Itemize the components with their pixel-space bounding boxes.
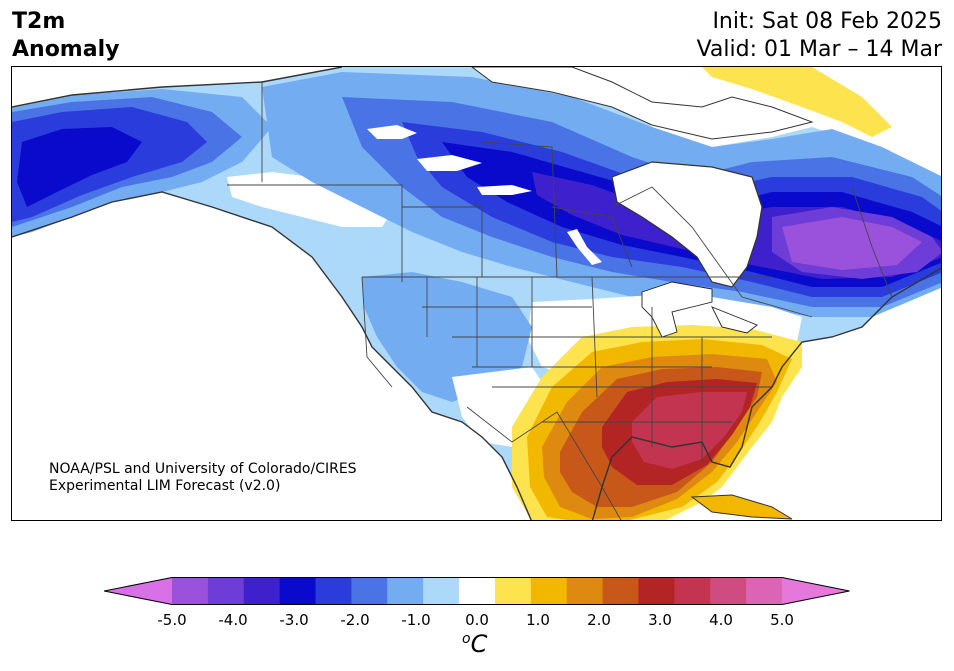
great-lakes [641, 281, 758, 338]
credit-product: Experimental LIM Forecast (v2.0) [49, 478, 281, 494]
cuba [690, 494, 793, 520]
alaska-anomaly-core [17, 127, 142, 207]
colorbar-swatch [746, 577, 783, 605]
colorbar-tick-labels: -5.0 -4.0 -3.0 -2.0 -1.0 0.0 1.0 2.0 3.0 4.0 5.0 [0, 611, 954, 631]
colorbar-swatch [207, 577, 245, 605]
title-type: Anomaly [12, 37, 120, 62]
colorbar-tick-label: 0.0 [465, 611, 489, 629]
colorbar-tick-label: 1.0 [526, 611, 550, 629]
coastlines [12, 67, 941, 520]
colorbar-swatch [566, 577, 604, 605]
colorbar-swatch [423, 577, 460, 605]
colorbar-swatch [530, 577, 568, 605]
colorbar-tick-label: 3.0 [648, 611, 672, 629]
colorbar-tick-label: 4.0 [709, 611, 733, 629]
colorbar-tick-label: -5.0 [157, 611, 187, 629]
valid-range: Valid: 01 Mar – 14 Mar [696, 37, 942, 62]
forecast-dates: Init: Sat 08 Feb 2025 Valid: 01 Mar – 14… [697, 8, 942, 64]
colorbar-tick-label: -1.0 [401, 611, 431, 629]
colorbar-swatch [710, 577, 747, 605]
colorbar-tick-label: -4.0 [218, 611, 248, 629]
western-us-anomaly [362, 272, 532, 402]
title-variable: T2m [12, 9, 66, 34]
western-canada-neutral [227, 172, 392, 227]
lake-winnipeg [567, 229, 602, 265]
colorbar-swatch [172, 577, 209, 605]
colorbar-extend-low [104, 577, 172, 605]
colorbar-swatch [315, 577, 352, 605]
arctic-islands [471, 67, 814, 140]
colorbar-swatch [279, 577, 317, 605]
colorbar-extend-high [782, 577, 850, 605]
great-bear-lake [367, 125, 417, 139]
unit-label: oC [462, 630, 488, 658]
colorbar-tick-label: -2.0 [340, 611, 370, 629]
colorbar-swatch [459, 577, 496, 605]
colorbar-tick-label: 5.0 [770, 611, 794, 629]
colorbar-swatch [351, 577, 388, 605]
colorbar-tick-label: 2.0 [587, 611, 611, 629]
colorbar [104, 577, 850, 605]
colorbar-swatch [602, 577, 639, 605]
lake-athabasca [477, 185, 532, 195]
southeast-anomaly-peak [632, 392, 747, 469]
map-title: T2m Anomaly [12, 8, 119, 64]
great-slave-lake [417, 155, 482, 171]
greenland-warm-patch [702, 67, 892, 137]
colorbar-swatch [494, 577, 532, 605]
colorbar-swatch [674, 577, 711, 605]
credit-institution: NOAA/PSL and University of Colorado/CIRE… [49, 461, 357, 477]
init-date: Init: Sat 08 Feb 2025 [712, 9, 942, 34]
colorbar-outline [104, 577, 850, 605]
political-borders [227, 82, 893, 520]
anomaly-map [11, 66, 942, 521]
colorbar-swatch [387, 577, 424, 605]
credit-text: NOAA/PSL and University of Colorado/CIRE… [49, 461, 357, 495]
map-svg [12, 67, 941, 520]
colorbar-tick-label: -3.0 [279, 611, 309, 629]
colorbar-swatch [638, 577, 675, 605]
colorbar-swatch [243, 577, 281, 605]
quebec-anomaly-peak [782, 217, 922, 270]
